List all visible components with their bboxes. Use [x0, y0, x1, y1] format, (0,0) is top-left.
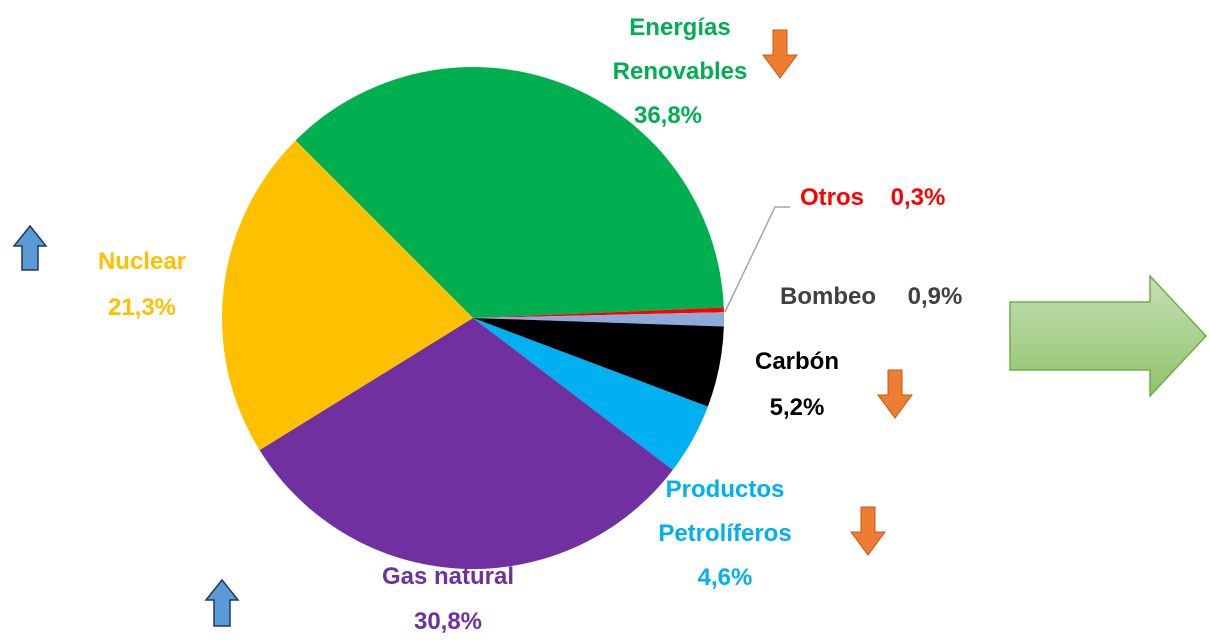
- slice-label: Otros: [799, 184, 864, 211]
- slice: [295, 66, 724, 319]
- slice: [473, 307, 724, 318]
- value-label: 30,8%: [413, 608, 483, 635]
- value-label: 0,9%: [907, 283, 963, 310]
- slice: [473, 318, 708, 470]
- slice-label: Carbón: [755, 348, 839, 375]
- slice-label: Nuclear: [97, 248, 187, 275]
- slice-label: Productos Petrolíferos: [658, 476, 792, 547]
- down-arrow: [762, 29, 798, 79]
- value-label: 0,3%: [890, 184, 946, 211]
- slice-label: Energías Renovables: [612, 14, 748, 85]
- big-arrow: [1009, 274, 1208, 398]
- up-arrow: [204, 578, 240, 627]
- slice-label: Bombeo: [780, 283, 876, 310]
- slice: [259, 318, 673, 569]
- slice: [222, 140, 473, 451]
- leader-line: [724, 206, 790, 313]
- down-arrow: [850, 506, 886, 556]
- value-label: 4,6%: [697, 564, 753, 591]
- slice: [473, 318, 724, 407]
- slice: [473, 312, 724, 327]
- value-label: 5,2%: [769, 394, 825, 421]
- value-label: 21,3%: [107, 294, 177, 321]
- slice-label: Gas natural: [381, 563, 515, 590]
- value-label: 36,8%: [633, 102, 703, 129]
- slices: [222, 66, 724, 569]
- down-arrow: [877, 369, 913, 419]
- up-arrow: [12, 224, 48, 271]
